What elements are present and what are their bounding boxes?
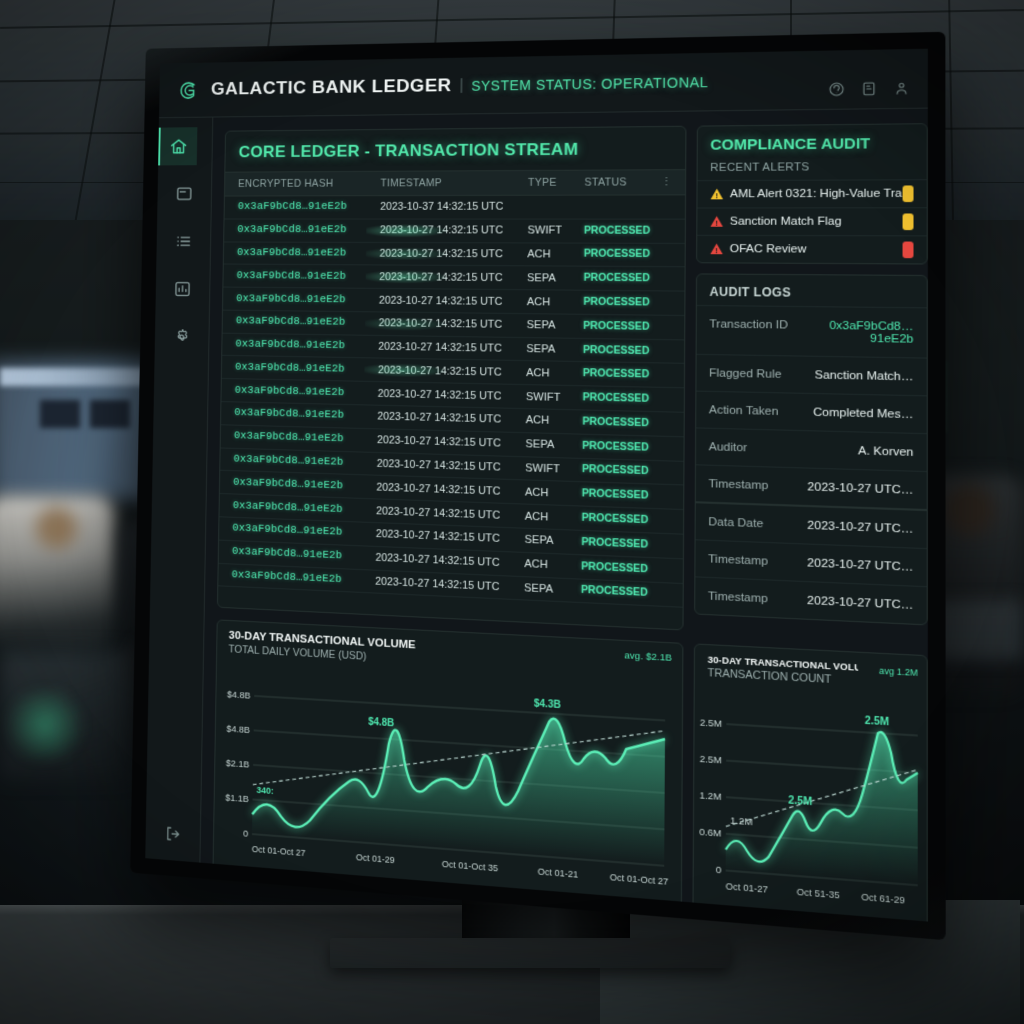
svg-text:Oct 01-Oct 27: Oct 01-Oct 27 [610,872,669,887]
svg-text:$1.1B: $1.1B [225,792,249,804]
svg-text:!: ! [715,248,718,255]
svg-text:$4.8B: $4.8B [226,724,250,735]
svg-text:2.5M: 2.5M [700,717,723,729]
svg-text:2.5M: 2.5M [788,795,812,808]
svg-text:!: ! [715,220,717,227]
svg-text:340:: 340: [256,785,273,796]
svg-text:Oct 51-35: Oct 51-35 [797,886,840,900]
svg-text:2.5M: 2.5M [865,715,889,728]
svg-text:Oct 61-29: Oct 61-29 [861,891,905,905]
svg-text:Oct 01-21: Oct 01-21 [538,866,579,880]
svg-text:!: ! [716,193,718,200]
svg-text:$4.8B: $4.8B [368,717,394,730]
svg-text:0.6M: 0.6M [699,827,722,839]
svg-text:Oct 01-29: Oct 01-29 [356,852,395,865]
svg-text:$2.1B: $2.1B [226,758,250,770]
svg-text:0: 0 [243,828,248,838]
svg-text:$4.8B: $4.8B [227,689,251,700]
svg-text:1.2M: 1.2M [699,790,722,802]
svg-text:2.5M: 2.5M [700,754,723,766]
svg-text:Oct 01-Oct 27: Oct 01-Oct 27 [252,844,306,858]
svg-text:0: 0 [716,864,722,875]
svg-text:$4.3B: $4.3B [534,698,561,711]
svg-text:Oct 01-Oct 35: Oct 01-Oct 35 [442,859,498,874]
svg-text:1.2M: 1.2M [730,815,753,827]
svg-text:Oct 01-27: Oct 01-27 [726,881,769,895]
